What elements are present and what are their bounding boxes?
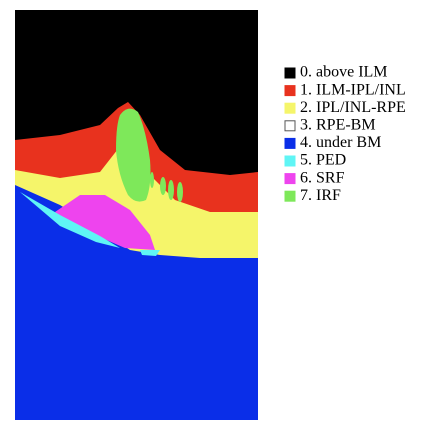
legend-swatch [285, 191, 295, 201]
legend-swatch [285, 68, 295, 78]
legend-swatch [285, 138, 295, 148]
segmentation-figure: 0. above ILM1. ILM-IPL/INL2. IPL/INL-RPE… [0, 0, 445, 421]
legend-label: 7. IRF [300, 187, 341, 204]
legend-label: 0. above ILM [300, 64, 388, 81]
legend-label: 4. under BM [300, 134, 381, 151]
legend-swatch [285, 103, 295, 113]
figure: 0. above ILM1. ILM-IPL/INL2. IPL/INL-RPE… [0, 0, 445, 421]
irf-region [160, 177, 166, 195]
legend-label: 6. SRF [300, 169, 345, 186]
legend-label: 3. RPE-BM [300, 116, 376, 133]
irf-region [177, 182, 183, 202]
legend-label: 2. IPL/INL-RPE [300, 99, 406, 116]
legend-label: 5. PED [300, 152, 346, 169]
irf-region [168, 180, 174, 200]
legend-swatch [285, 174, 295, 184]
legend-swatch [285, 156, 295, 166]
irf-region [150, 172, 154, 188]
legend-swatch [285, 121, 295, 131]
segmentation-map [15, 10, 258, 420]
legend-label: 1. ILM-IPL/INL [300, 81, 406, 98]
legend-swatch [285, 86, 295, 96]
